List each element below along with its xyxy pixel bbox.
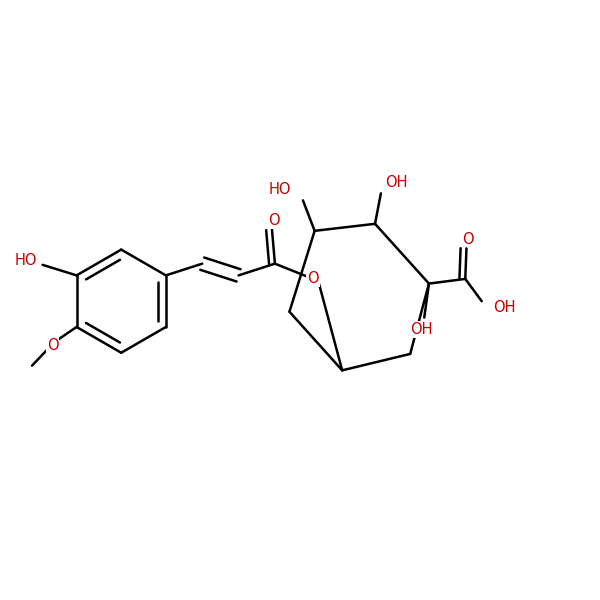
Text: O: O	[463, 232, 474, 247]
Text: O: O	[47, 338, 58, 353]
Text: OH: OH	[410, 322, 433, 337]
Text: O: O	[269, 213, 280, 228]
Text: HO: HO	[269, 182, 291, 197]
Text: HO: HO	[15, 253, 37, 268]
Text: OH: OH	[493, 299, 516, 314]
Text: O: O	[307, 271, 319, 286]
Text: OH: OH	[386, 175, 408, 190]
